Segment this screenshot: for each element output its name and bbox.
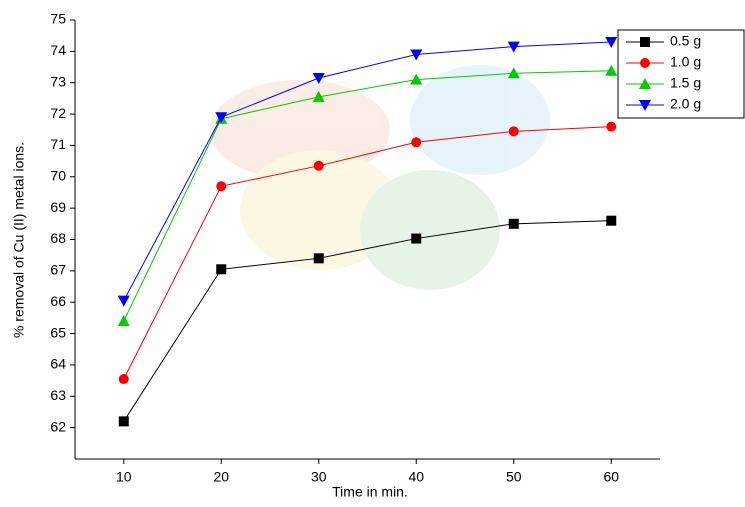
- x-tick-label: 40: [408, 469, 424, 485]
- marker: [640, 37, 650, 47]
- y-tick-label: 63: [50, 387, 66, 403]
- y-tick-label: 64: [50, 356, 66, 372]
- marker: [216, 181, 226, 191]
- y-tick-label: 73: [50, 73, 66, 89]
- y-tick-label: 66: [50, 293, 66, 309]
- marker: [411, 234, 421, 244]
- legend-label: 2.0 g: [670, 96, 701, 112]
- legend-label: 1.5 g: [670, 75, 701, 91]
- legend-label: 0.5 g: [670, 33, 701, 49]
- y-tick-label: 74: [50, 42, 66, 58]
- marker: [119, 374, 129, 384]
- marker: [640, 58, 650, 68]
- marker: [605, 65, 617, 76]
- y-tick-label: 65: [50, 324, 66, 340]
- chart: Time in min. % removal of Cu (II) metal …: [0, 0, 745, 507]
- marker: [509, 126, 519, 136]
- y-tick-label: 69: [50, 199, 66, 215]
- x-tick-label: 50: [506, 469, 522, 485]
- marker: [411, 137, 421, 147]
- y-tick-label: 67: [50, 262, 66, 278]
- y-tick-label: 70: [50, 167, 66, 183]
- marker: [606, 216, 616, 226]
- marker: [314, 161, 324, 171]
- legend-label: 1.0 g: [670, 54, 701, 70]
- marker: [314, 253, 324, 263]
- marker: [119, 416, 129, 426]
- y-axis-label: % removal of Cu (II) metal ions.: [11, 142, 27, 338]
- x-tick-label: 10: [116, 469, 132, 485]
- marker: [118, 296, 130, 307]
- y-tick-label: 72: [50, 105, 66, 121]
- marker: [216, 264, 226, 274]
- x-tick-label: 60: [603, 469, 619, 485]
- x-tick-label: 20: [213, 469, 229, 485]
- x-tick-label: 30: [311, 469, 327, 485]
- marker: [509, 219, 519, 229]
- y-tick-label: 68: [50, 230, 66, 246]
- marker: [118, 315, 130, 326]
- x-axis-label: Time in min.: [332, 484, 408, 500]
- y-tick-label: 71: [50, 136, 66, 152]
- y-tick-label: 75: [50, 11, 66, 27]
- y-tick-label: 62: [50, 418, 66, 434]
- marker: [606, 122, 616, 132]
